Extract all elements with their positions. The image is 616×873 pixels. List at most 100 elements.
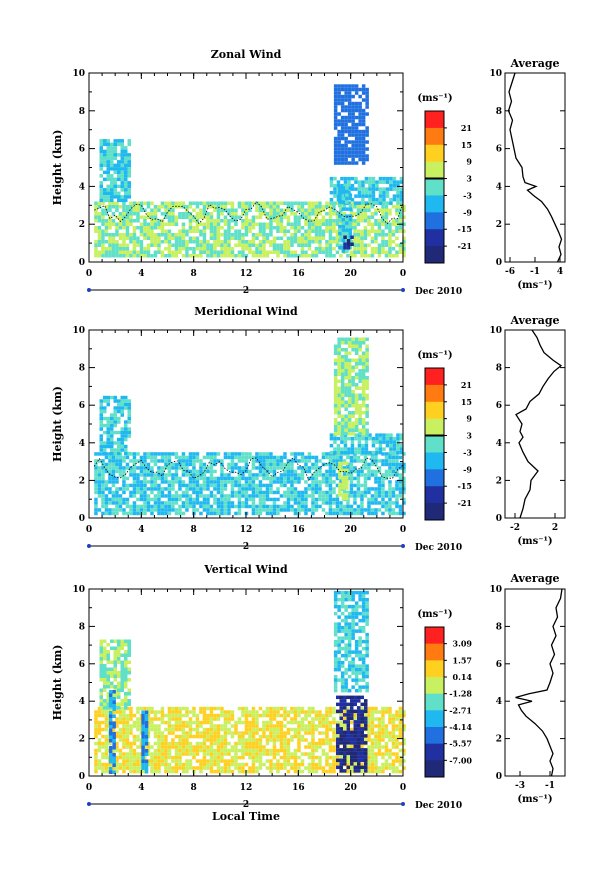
data-cell bbox=[143, 219, 147, 223]
data-cell bbox=[293, 720, 298, 725]
data-cell bbox=[307, 452, 312, 456]
data-cell bbox=[332, 462, 336, 467]
data-cell bbox=[367, 769, 371, 774]
data-cell bbox=[202, 469, 207, 474]
data-cell bbox=[338, 472, 342, 476]
data-cell bbox=[272, 473, 277, 477]
data-cell bbox=[307, 205, 312, 209]
data-cell bbox=[244, 233, 249, 237]
data-cell bbox=[220, 483, 224, 488]
data-cell bbox=[307, 229, 312, 233]
data-cell bbox=[332, 501, 336, 505]
data-cell bbox=[108, 201, 112, 205]
data-cell bbox=[333, 397, 338, 401]
data-cell bbox=[244, 720, 249, 725]
data-cell bbox=[188, 717, 193, 721]
data-cell bbox=[290, 222, 294, 226]
data-cell bbox=[347, 428, 352, 432]
data-cell bbox=[97, 745, 102, 749]
data-cell bbox=[349, 511, 354, 516]
data-cell bbox=[325, 731, 329, 735]
data-cell bbox=[321, 473, 326, 477]
data-cell bbox=[399, 443, 404, 448]
data-cell bbox=[337, 411, 341, 415]
data-cell bbox=[384, 455, 389, 460]
data-cell bbox=[255, 201, 259, 205]
data-cell bbox=[199, 490, 203, 495]
data-cell bbox=[227, 466, 231, 470]
data-cell bbox=[293, 201, 298, 205]
data-cell bbox=[300, 752, 305, 756]
data-cell bbox=[340, 161, 345, 165]
data-cell bbox=[122, 483, 126, 488]
data-cell bbox=[167, 724, 172, 728]
data-cell bbox=[367, 706, 371, 711]
data-region bbox=[333, 84, 369, 165]
data-cell bbox=[248, 487, 252, 491]
data-cell bbox=[251, 459, 256, 463]
data-cell bbox=[234, 494, 238, 498]
data-cell bbox=[160, 254, 165, 258]
data-cell bbox=[283, 483, 287, 488]
data-cell bbox=[318, 745, 322, 749]
data-cell bbox=[122, 720, 126, 725]
data-cell bbox=[343, 443, 348, 448]
data-cell bbox=[132, 476, 137, 481]
data-cell bbox=[125, 497, 130, 502]
data-cell bbox=[118, 727, 123, 732]
data-cell bbox=[209, 236, 214, 240]
data-cell bbox=[354, 122, 359, 127]
data-cell bbox=[368, 433, 372, 437]
data-cell bbox=[333, 407, 338, 411]
data-cell bbox=[328, 233, 333, 237]
data-cell bbox=[276, 738, 280, 742]
data-cell bbox=[110, 639, 114, 643]
data-cell bbox=[110, 146, 114, 150]
data-cell bbox=[192, 226, 196, 230]
data-cell bbox=[237, 487, 242, 491]
data-cell bbox=[290, 254, 294, 258]
data-cell bbox=[272, 490, 277, 495]
data-cell bbox=[353, 243, 357, 247]
data-cell bbox=[354, 372, 359, 376]
data-cell bbox=[164, 247, 168, 251]
data-cell bbox=[99, 427, 103, 431]
data-cell bbox=[279, 201, 284, 205]
data-cell bbox=[344, 115, 348, 120]
data-cell bbox=[367, 748, 371, 753]
data-cell bbox=[150, 752, 154, 756]
data-cell bbox=[314, 741, 319, 746]
data-cell bbox=[192, 469, 196, 474]
data-cell bbox=[391, 511, 396, 516]
data-cell bbox=[363, 508, 368, 512]
data-cell bbox=[265, 205, 270, 209]
data-cell bbox=[101, 222, 105, 226]
data-cell bbox=[157, 738, 161, 742]
data-cell bbox=[167, 240, 172, 244]
data-cell bbox=[395, 494, 399, 498]
data-cell bbox=[385, 443, 390, 448]
data-cell bbox=[346, 511, 350, 516]
data-cell bbox=[367, 487, 371, 491]
data-cell bbox=[272, 212, 277, 216]
data-cell bbox=[213, 201, 217, 205]
data-cell bbox=[286, 720, 291, 725]
data-cell bbox=[367, 501, 371, 505]
data-cell bbox=[216, 222, 221, 226]
data-cell bbox=[202, 748, 207, 753]
data-cell bbox=[344, 341, 348, 345]
data-cell bbox=[365, 386, 369, 390]
data-cell bbox=[120, 146, 124, 150]
data-cell bbox=[234, 229, 238, 233]
data-cell bbox=[94, 483, 98, 488]
data-cell bbox=[171, 713, 175, 718]
data-cell bbox=[171, 710, 175, 714]
data-cell bbox=[120, 195, 124, 199]
data-cell bbox=[106, 420, 110, 424]
average-y-tick-label: 6 bbox=[496, 145, 502, 155]
data-cell bbox=[269, 483, 273, 488]
data-cell bbox=[339, 222, 343, 226]
data-cell bbox=[384, 766, 389, 770]
data-cell bbox=[402, 511, 406, 516]
data-cell bbox=[370, 487, 375, 491]
